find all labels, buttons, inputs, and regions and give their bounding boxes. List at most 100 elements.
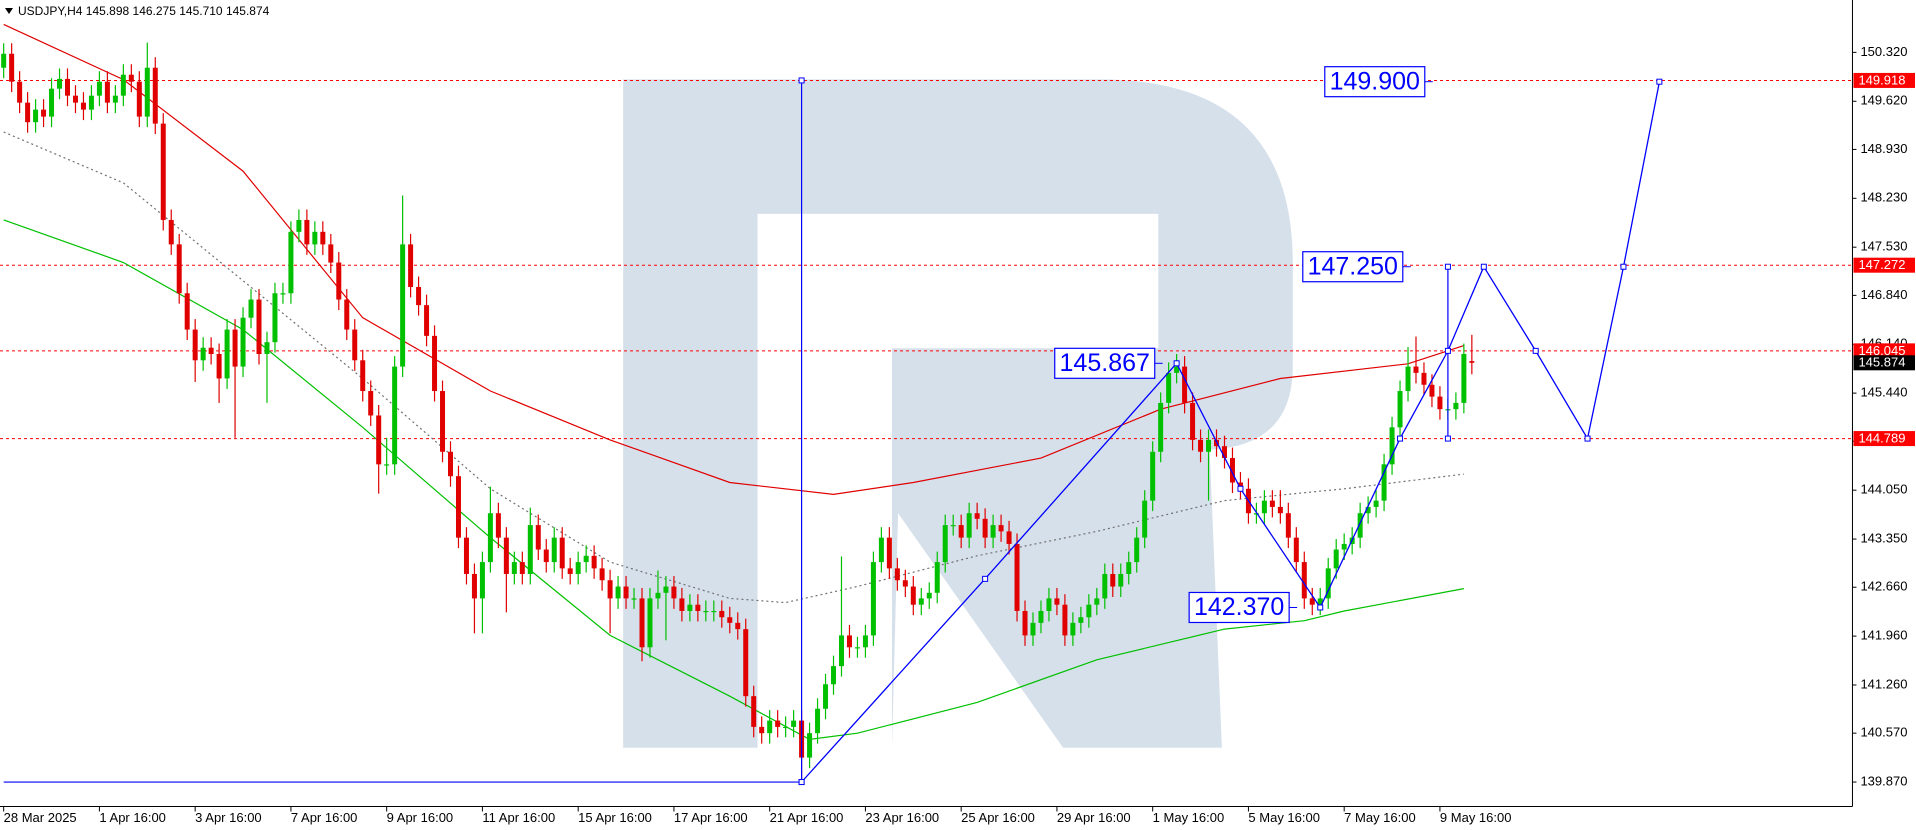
candle-body [735, 622, 741, 630]
forecast-point [1656, 78, 1663, 85]
x-tick-label: 3 Apr 16:00 [195, 810, 262, 825]
candle-body [448, 451, 454, 477]
price-tag-label: 146.045 [1858, 343, 1905, 358]
candle-body [1150, 451, 1156, 501]
candle-body [1094, 598, 1100, 605]
candle-body [1118, 573, 1124, 587]
candle-body [463, 537, 469, 574]
candle-body [1389, 427, 1395, 465]
forecast-point [1620, 263, 1627, 270]
candle-body [1038, 610, 1044, 623]
y-tick-label: 144.050 [1860, 482, 1907, 497]
candle-body [1158, 402, 1164, 452]
candle-body [519, 562, 525, 574]
candle-body [878, 537, 884, 563]
forecast-point [1444, 347, 1451, 354]
candle-body [815, 708, 821, 734]
candle-body [1381, 464, 1387, 501]
menu-arrow[interactable] [5, 8, 13, 14]
candle-body [112, 95, 118, 103]
candle-body [400, 244, 406, 367]
forecast-point [798, 779, 805, 786]
x-tick-label: 15 Apr 16:00 [578, 810, 652, 825]
candle-body [1190, 402, 1196, 440]
candle-body [639, 598, 645, 648]
y-tick-label: 147.530 [1860, 239, 1907, 254]
y-tick-label: 145.440 [1860, 385, 1907, 400]
candle-body [1006, 531, 1012, 544]
candle-body [1461, 354, 1467, 403]
candle-body [503, 537, 509, 574]
forecast-range-end [798, 77, 805, 84]
watermark-logo [623, 79, 1293, 748]
candle-body [248, 299, 254, 318]
candle-body [1054, 598, 1060, 605]
candle-body [424, 305, 430, 336]
y-tick-label: 141.260 [1860, 676, 1907, 691]
candle-body [1413, 366, 1419, 373]
candle-body [1198, 439, 1204, 452]
axis-panel-bottom [0, 806, 1916, 830]
candle-body [216, 354, 222, 379]
candle-body [751, 696, 757, 727]
x-tick-label: 1 Apr 16:00 [99, 810, 165, 825]
candle-body [527, 525, 533, 574]
candle-body [471, 573, 477, 599]
forecast-label: 147.250 [1308, 252, 1398, 280]
candle-body [838, 635, 844, 667]
watermark [623, 79, 1293, 748]
forecast-point [1173, 360, 1180, 367]
candle-body [727, 617, 733, 623]
x-tick-label: 23 Apr 16:00 [865, 810, 939, 825]
candle-body [1341, 543, 1347, 550]
price-tag-label: 149.918 [1858, 72, 1905, 87]
candle-body [807, 733, 813, 758]
candle-body [232, 329, 238, 367]
candle-body [719, 610, 725, 618]
candle-body [1317, 598, 1323, 605]
candle-body [910, 586, 916, 605]
candle-body [320, 231, 326, 245]
y-tick-label: 140.570 [1860, 725, 1907, 740]
candle-body [950, 525, 956, 527]
candle-body [1429, 384, 1435, 397]
forecast-label-box [1324, 66, 1426, 98]
candle-body [368, 391, 374, 416]
candle-body [623, 586, 629, 599]
x-tick-label: 9 May 16:00 [1440, 810, 1512, 825]
forecast-range-end [1444, 435, 1451, 442]
price-tag-label: 147.272 [1858, 257, 1905, 272]
candle-body [1333, 549, 1339, 569]
candle-body [1078, 617, 1084, 623]
candle-body [655, 592, 661, 599]
candle-body [1110, 573, 1116, 587]
candle-body [1022, 610, 1028, 636]
candle-body [1142, 500, 1148, 538]
x-tick-label: 25 Apr 16:00 [961, 810, 1035, 825]
candle-body [1437, 396, 1443, 410]
candle-body [392, 366, 398, 465]
candle-body [1293, 537, 1299, 563]
candle-body [823, 684, 829, 709]
candle-body [1309, 598, 1315, 605]
forecast-point [1480, 263, 1487, 270]
candle-body [336, 262, 342, 300]
candle-body [615, 586, 621, 599]
candle-body [192, 329, 198, 361]
candle-body [360, 360, 366, 392]
candle-body [535, 525, 541, 550]
candle-body [1253, 513, 1259, 515]
forecast-label: 145.867 [1060, 349, 1150, 377]
candle-body [607, 580, 613, 599]
candle-body [591, 555, 597, 569]
candle-body [831, 666, 837, 685]
price-tag [1853, 257, 1915, 273]
forecast-point [1397, 435, 1404, 442]
candle-body [144, 67, 150, 117]
candle-body [671, 586, 677, 599]
candle-body [33, 109, 39, 123]
candle-body [328, 244, 334, 263]
candle-body [902, 580, 908, 587]
candle-body [41, 109, 47, 117]
candle-body [9, 53, 15, 82]
